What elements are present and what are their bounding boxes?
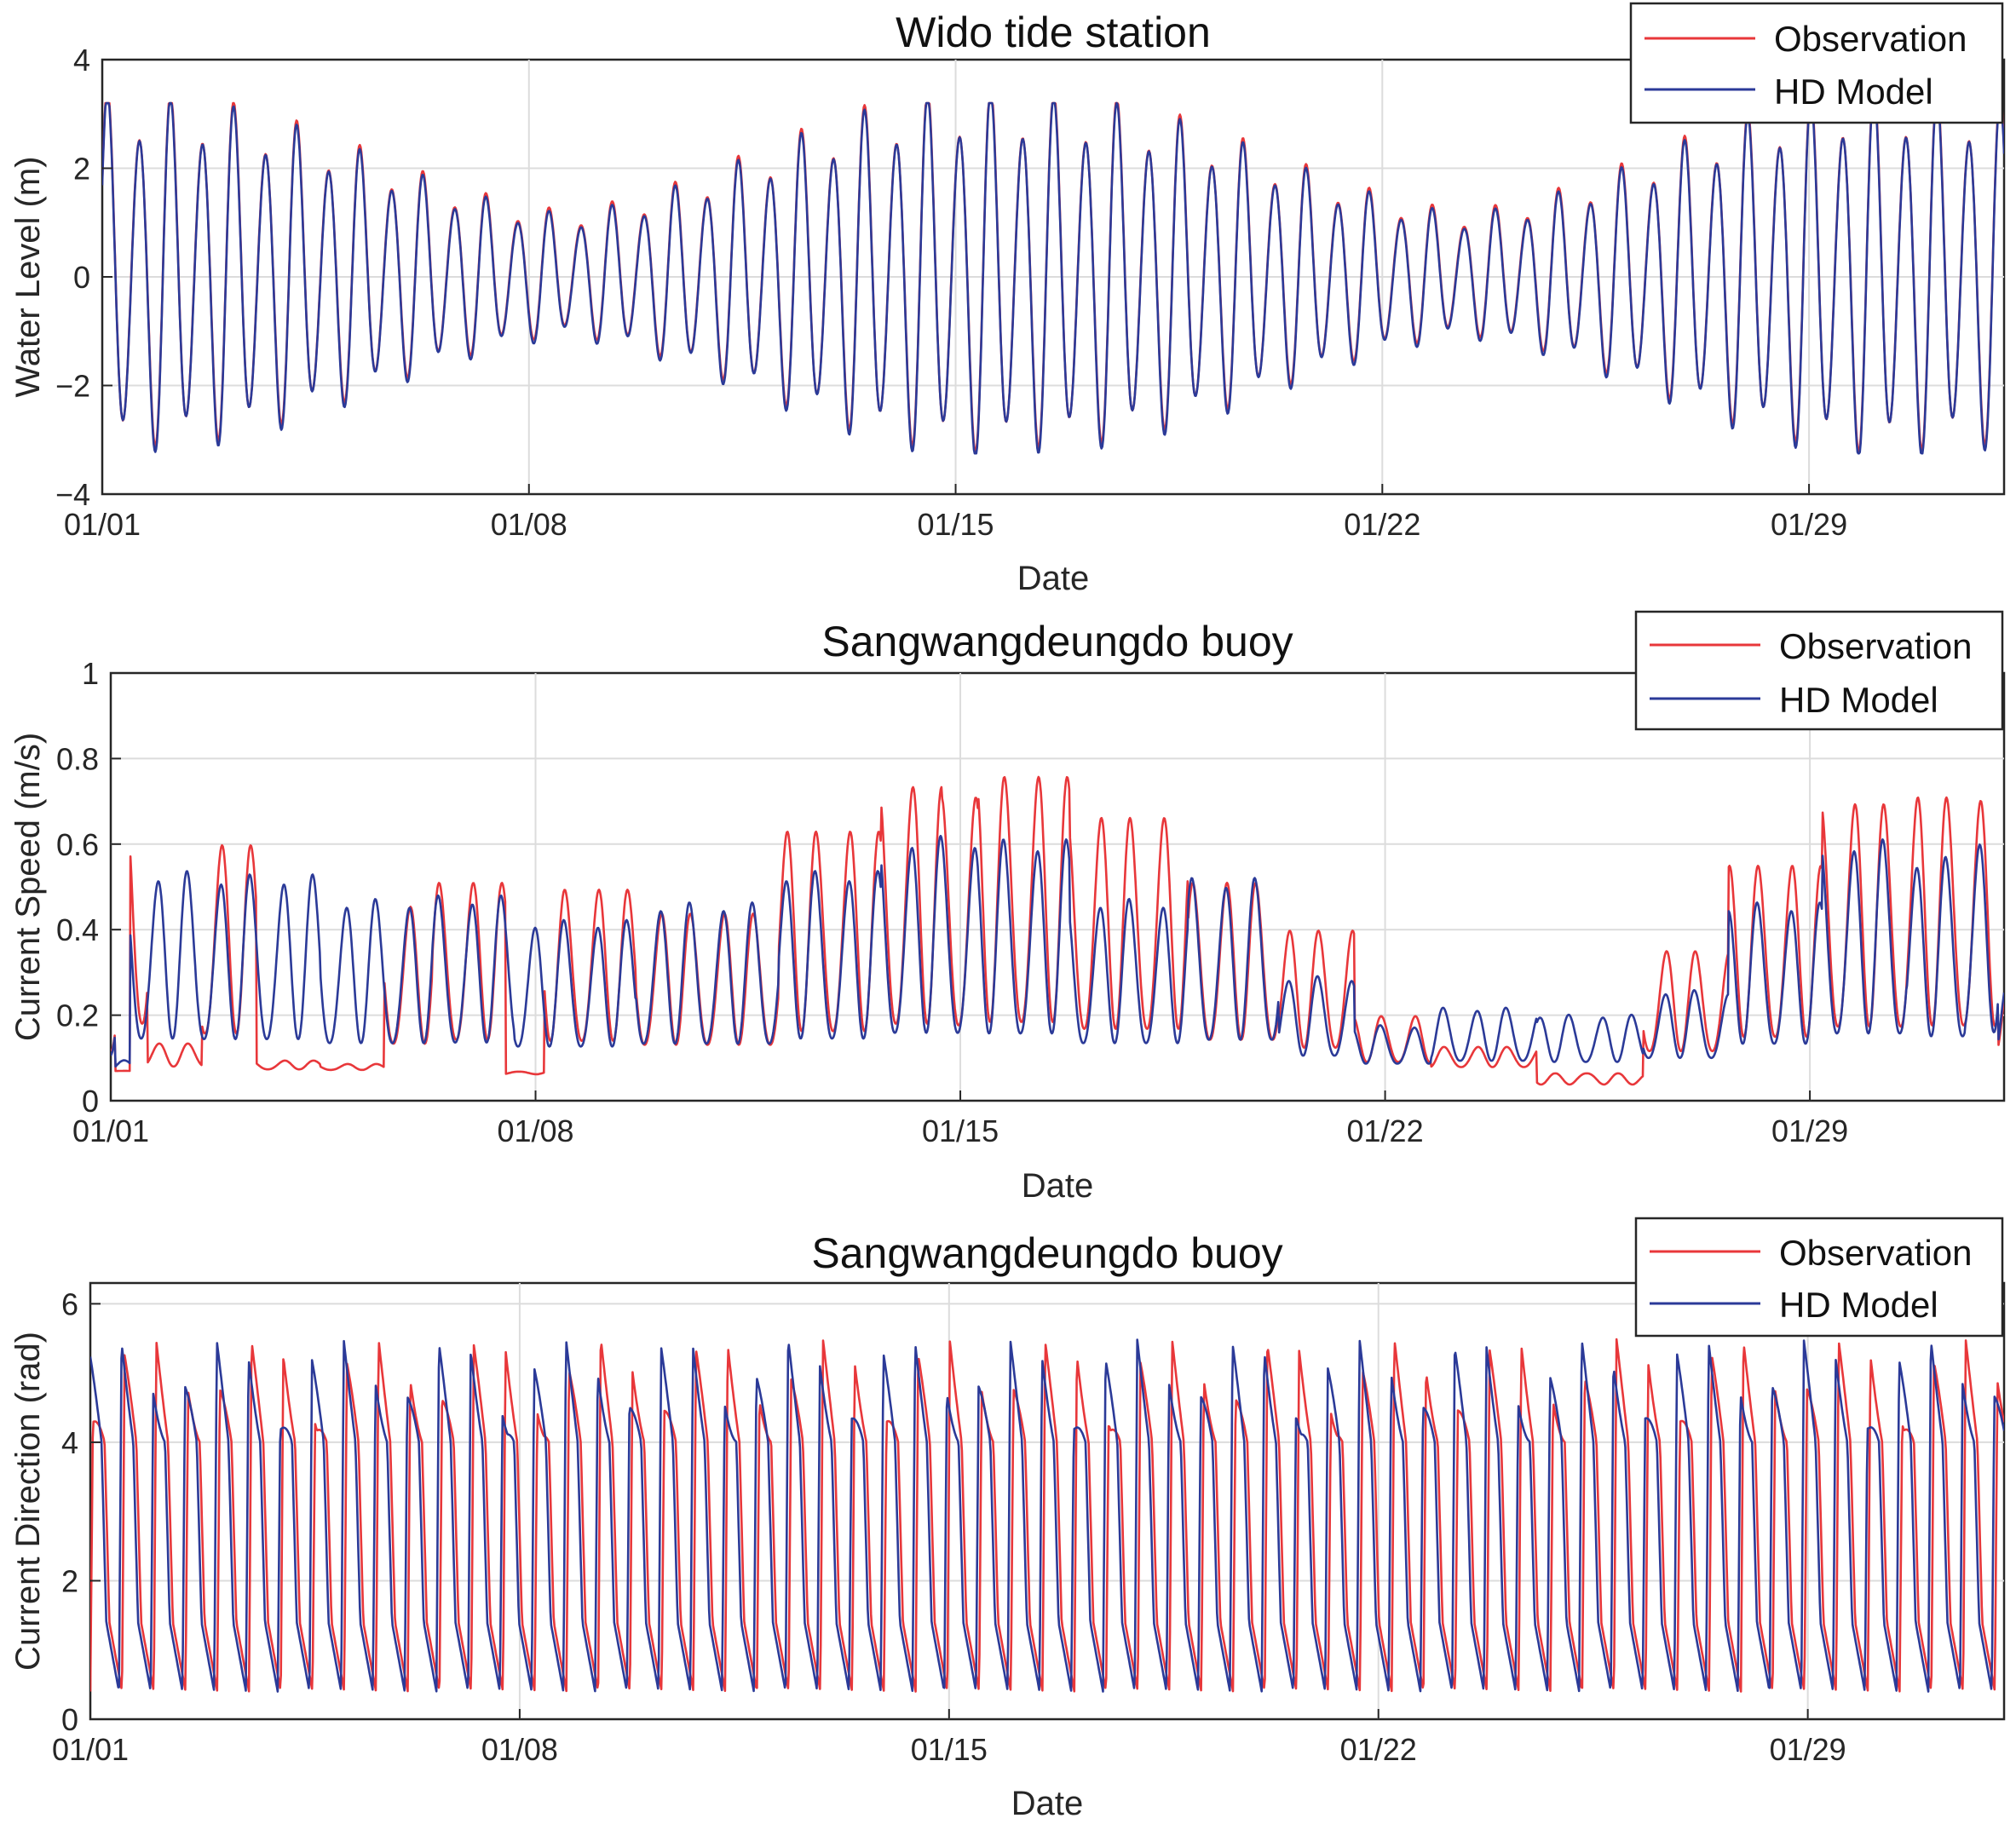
x-tick-label: 01/29 bbox=[1770, 1732, 1846, 1767]
x-tick-label: 01/08 bbox=[481, 1732, 558, 1767]
chart-title: Sangwangdeungdo buoy bbox=[811, 1229, 1282, 1277]
y-tick-label: 0 bbox=[73, 260, 90, 295]
y-tick-label: 0.4 bbox=[56, 912, 99, 947]
legend-box bbox=[1634, 1217, 2004, 1338]
series-layer bbox=[90, 1338, 2004, 1693]
x-tick-label: 01/29 bbox=[1771, 1113, 1848, 1148]
legend: Observation HD Model bbox=[1629, 2, 2004, 124]
legend-label-hd-model: HD Model bbox=[1779, 1285, 1938, 1325]
x-tick-label: 01/22 bbox=[1347, 1113, 1424, 1148]
legend: Observation HD Model bbox=[1634, 610, 2004, 731]
series-layer bbox=[111, 775, 2004, 1086]
y-ticks: 0 2 4 6 bbox=[61, 1286, 101, 1737]
y-tick-label: 0.6 bbox=[56, 827, 99, 862]
legend: Observation HD Model bbox=[1634, 1217, 2004, 1338]
x-tick-label: 01/01 bbox=[64, 507, 141, 542]
x-ticks: 01/01 01/08 01/15 01/22 01/29 bbox=[52, 1709, 1846, 1767]
x-ticks: 01/01 01/08 01/15 01/22 01/29 bbox=[64, 484, 1847, 542]
y-tick-label: 0 bbox=[61, 1702, 78, 1737]
x-tick-label: 01/08 bbox=[497, 1113, 573, 1148]
legend-label-hd-model: HD Model bbox=[1779, 680, 1938, 720]
x-ticks: 01/01 01/08 01/15 01/22 01/29 bbox=[72, 1090, 1848, 1148]
y-tick-label: 6 bbox=[61, 1286, 78, 1321]
chart-title: Sangwangdeungdo buoy bbox=[821, 618, 1293, 665]
x-axis-label: Date bbox=[1017, 560, 1090, 597]
y-tick-label: 4 bbox=[73, 43, 90, 78]
series-line-hd-model bbox=[90, 1338, 2004, 1693]
legend-box bbox=[1634, 610, 2004, 731]
y-ticks: 0 0.2 0.4 0.6 0.8 1 bbox=[56, 656, 121, 1119]
legend-label-observation: Observation bbox=[1779, 1233, 1972, 1273]
y-tick-label: −4 bbox=[55, 477, 90, 512]
x-tick-label: 01/15 bbox=[917, 507, 994, 542]
x-tick-label: 01/15 bbox=[911, 1732, 988, 1767]
series-line-observation bbox=[90, 1338, 2004, 1693]
legend-label-observation: Observation bbox=[1774, 19, 1967, 59]
x-tick-label: 01/22 bbox=[1344, 507, 1420, 542]
series-layer bbox=[102, 101, 2004, 455]
x-axis-label: Date bbox=[1011, 1785, 1084, 1822]
y-axis-label: Water Level (m) bbox=[9, 156, 47, 397]
chart-panel-current-direction: 01/01 01/08 01/15 01/22 01/29 0 2 4 6 Sangwangd… bbox=[9, 1217, 2006, 1822]
chart-panel-current-speed: 01/01 01/08 01/15 01/22 01/29 0 0.2 0.4 0.6 0.8 1… bbox=[9, 610, 2006, 1205]
x-tick-label: 01/08 bbox=[491, 507, 567, 542]
y-axis-label: Current Speed (m/s) bbox=[9, 733, 47, 1041]
x-tick-label: 01/15 bbox=[922, 1113, 999, 1148]
y-tick-label: 0.2 bbox=[56, 998, 99, 1033]
x-tick-label: 01/29 bbox=[1771, 507, 1847, 542]
chart-panel-water-level: 01/01 01/08 01/15 01/22 01/29 −4 −2 0 2 4 Wido t… bbox=[9, 2, 2006, 597]
y-tick-label: 0.8 bbox=[56, 741, 99, 776]
legend-box bbox=[1629, 2, 2004, 124]
x-tick-label: 01/01 bbox=[72, 1113, 149, 1148]
y-tick-label: 2 bbox=[61, 1563, 78, 1598]
y-ticks: −4 −2 0 2 4 bbox=[55, 43, 112, 512]
y-tick-label: 2 bbox=[73, 152, 90, 187]
x-axis-label: Date bbox=[1022, 1167, 1094, 1205]
y-tick-label: −2 bbox=[55, 369, 90, 404]
x-tick-label: 01/01 bbox=[52, 1732, 129, 1767]
series-line-hd-model bbox=[102, 101, 2004, 455]
chart-title: Wido tide station bbox=[896, 9, 1211, 56]
y-tick-label: 0 bbox=[82, 1084, 99, 1119]
series-line-hd-model bbox=[111, 834, 2004, 1068]
y-axis-label: Current Direction (rad) bbox=[9, 1332, 47, 1671]
legend-label-hd-model: HD Model bbox=[1774, 72, 1933, 112]
y-tick-label: 1 bbox=[82, 656, 99, 691]
y-tick-label: 4 bbox=[61, 1425, 78, 1460]
x-tick-label: 01/22 bbox=[1340, 1732, 1417, 1767]
legend-label-observation: Observation bbox=[1779, 626, 1972, 666]
